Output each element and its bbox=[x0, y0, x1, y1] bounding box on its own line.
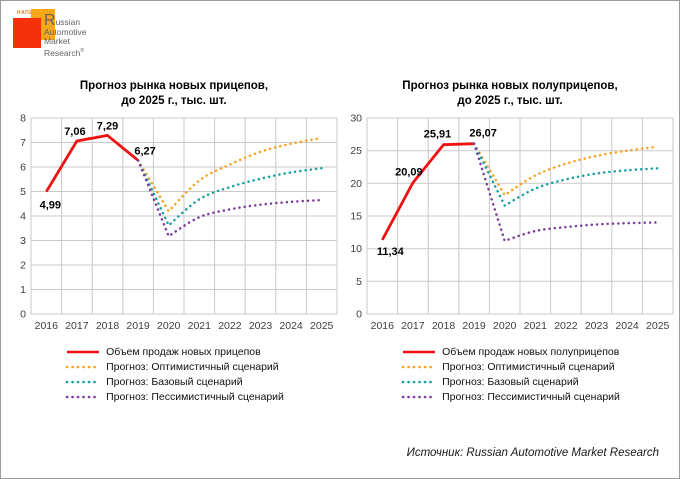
svg-text:2022: 2022 bbox=[554, 320, 578, 332]
legend-item: Прогноз: Базовый сценарий bbox=[64, 375, 284, 390]
svg-text:4,99: 4,99 bbox=[40, 200, 61, 212]
svg-text:2022: 2022 bbox=[218, 320, 242, 332]
svg-text:10: 10 bbox=[350, 243, 362, 255]
legend-label: Прогноз: Оптимистичный сценарий bbox=[442, 361, 615, 374]
trailers-chart-legend: Объем продаж новых прицепов Прогноз: Опти… bbox=[64, 345, 284, 405]
svg-text:8: 8 bbox=[20, 112, 26, 124]
legend-label: Прогноз: Пессимистичный сценарий bbox=[442, 391, 620, 404]
svg-text:20: 20 bbox=[350, 178, 362, 190]
legend-label: Прогноз: Базовый сценарий bbox=[442, 376, 579, 389]
svg-text:4: 4 bbox=[20, 210, 26, 222]
legend-label: Объем продаж новых полуприцепов bbox=[442, 346, 620, 359]
svg-text:2: 2 bbox=[20, 259, 26, 271]
trailers-chart: 0 1 2 3 4 5 6 7 8 2016 2017 2018 2019 2020 2021 2022 202… bbox=[20, 112, 338, 332]
brand-line-4: Research® bbox=[44, 47, 85, 58]
svg-text:2023: 2023 bbox=[249, 320, 273, 332]
svg-text:2019: 2019 bbox=[462, 320, 486, 332]
svg-text:3: 3 bbox=[20, 235, 26, 247]
svg-text:2020: 2020 bbox=[493, 320, 517, 332]
legend-marker-dotted bbox=[65, 366, 101, 369]
svg-text:30: 30 bbox=[350, 112, 362, 124]
svg-text:5: 5 bbox=[356, 276, 362, 288]
svg-text:2024: 2024 bbox=[279, 320, 303, 332]
svg-text:2017: 2017 bbox=[65, 320, 89, 332]
svg-text:7,29: 7,29 bbox=[97, 120, 118, 132]
logo-red-square bbox=[13, 18, 41, 48]
legend-marker-dotted bbox=[65, 381, 101, 384]
svg-text:5: 5 bbox=[20, 186, 26, 198]
svg-text:2021: 2021 bbox=[188, 320, 212, 332]
legend-marker-solid bbox=[403, 351, 436, 354]
svg-text:2023: 2023 bbox=[585, 320, 609, 332]
trailers-chart-title: Прогноз рынка новых прицепов, до 2025 г.… bbox=[79, 80, 269, 107]
legend-marker-dotted bbox=[401, 396, 437, 399]
svg-text:6: 6 bbox=[20, 161, 26, 173]
svg-text:0: 0 bbox=[20, 308, 26, 320]
legend-item: Прогноз: Базовый сценарий bbox=[400, 375, 620, 390]
legend-marker-dotted bbox=[401, 366, 437, 369]
semitrailers-chart-legend: Объем продаж новых полуприцепов Прогноз: … bbox=[400, 345, 620, 405]
svg-text:0: 0 bbox=[356, 308, 362, 320]
svg-text:2021: 2021 bbox=[524, 320, 548, 332]
svg-text:25,91: 25,91 bbox=[424, 129, 452, 141]
legend-label: Объем продаж новых прицепов bbox=[106, 346, 261, 359]
svg-text:11,34: 11,34 bbox=[377, 246, 405, 258]
svg-text:2020: 2020 bbox=[157, 320, 181, 332]
semitrailers-chart-panel: Прогноз рынка новых полуприцепов, до 202… bbox=[343, 79, 677, 405]
svg-text:20,09: 20,09 bbox=[395, 167, 423, 179]
svg-text:6,27: 6,27 bbox=[134, 145, 155, 157]
napi-label: НАПИ bbox=[17, 10, 34, 16]
svg-text:26,07: 26,07 bbox=[469, 128, 497, 140]
legend-label: Прогноз: Пессимистичный сценарий bbox=[106, 391, 284, 404]
svg-text:7: 7 bbox=[20, 137, 26, 149]
svg-text:1: 1 bbox=[20, 284, 26, 296]
brand-name: Russian Automotive Market Research® bbox=[44, 12, 87, 58]
svg-text:2018: 2018 bbox=[432, 320, 456, 332]
svg-text:7,06: 7,06 bbox=[64, 126, 85, 138]
svg-text:2017: 2017 bbox=[401, 320, 425, 332]
svg-text:15: 15 bbox=[350, 210, 362, 222]
legend-item: Прогноз: Пессимистичный сценарий bbox=[64, 390, 284, 405]
legend-label: Прогноз: Оптимистичный сценарий bbox=[106, 361, 279, 374]
trailers-chart-panel: Прогноз рынка новых прицепов, до 2025 г.… bbox=[7, 79, 341, 405]
legend-item: Прогноз: Пессимистичный сценарий bbox=[400, 390, 620, 405]
svg-text:2016: 2016 bbox=[371, 320, 395, 332]
svg-text:2025: 2025 bbox=[310, 320, 334, 332]
semitrailers-chart-title: Прогноз рынка новых полуприцепов, до 202… bbox=[402, 80, 618, 107]
legend-marker-solid bbox=[67, 351, 100, 354]
legend-item: Объем продаж новых полуприцепов bbox=[400, 345, 620, 360]
legend-item: Прогноз: Оптимистичный сценарий bbox=[64, 360, 284, 375]
svg-text:2019: 2019 bbox=[126, 320, 150, 332]
legend-label: Прогноз: Базовый сценарий bbox=[106, 376, 243, 389]
svg-text:2016: 2016 bbox=[35, 320, 59, 332]
legend-marker-dotted bbox=[401, 381, 437, 384]
svg-text:25: 25 bbox=[350, 145, 362, 157]
registered-mark: ® bbox=[80, 47, 85, 54]
brand-line-3: Market bbox=[44, 36, 70, 46]
legend-item: Объем продаж новых прицепов bbox=[64, 345, 284, 360]
brand-line-2: Automotive bbox=[44, 26, 87, 37]
source-note: Источник: Russian Automotive Market Rese… bbox=[406, 447, 659, 459]
brand-logo: НАПИ Russian Automotive Market Research® bbox=[13, 7, 213, 67]
svg-text:2025: 2025 bbox=[646, 320, 670, 332]
legend-marker-dotted bbox=[65, 396, 101, 399]
legend-item: Прогноз: Оптимистичный сценарий bbox=[400, 360, 620, 375]
svg-text:2024: 2024 bbox=[615, 320, 639, 332]
brand-line-1: Russian bbox=[44, 12, 81, 29]
svg-text:2018: 2018 bbox=[96, 320, 120, 332]
